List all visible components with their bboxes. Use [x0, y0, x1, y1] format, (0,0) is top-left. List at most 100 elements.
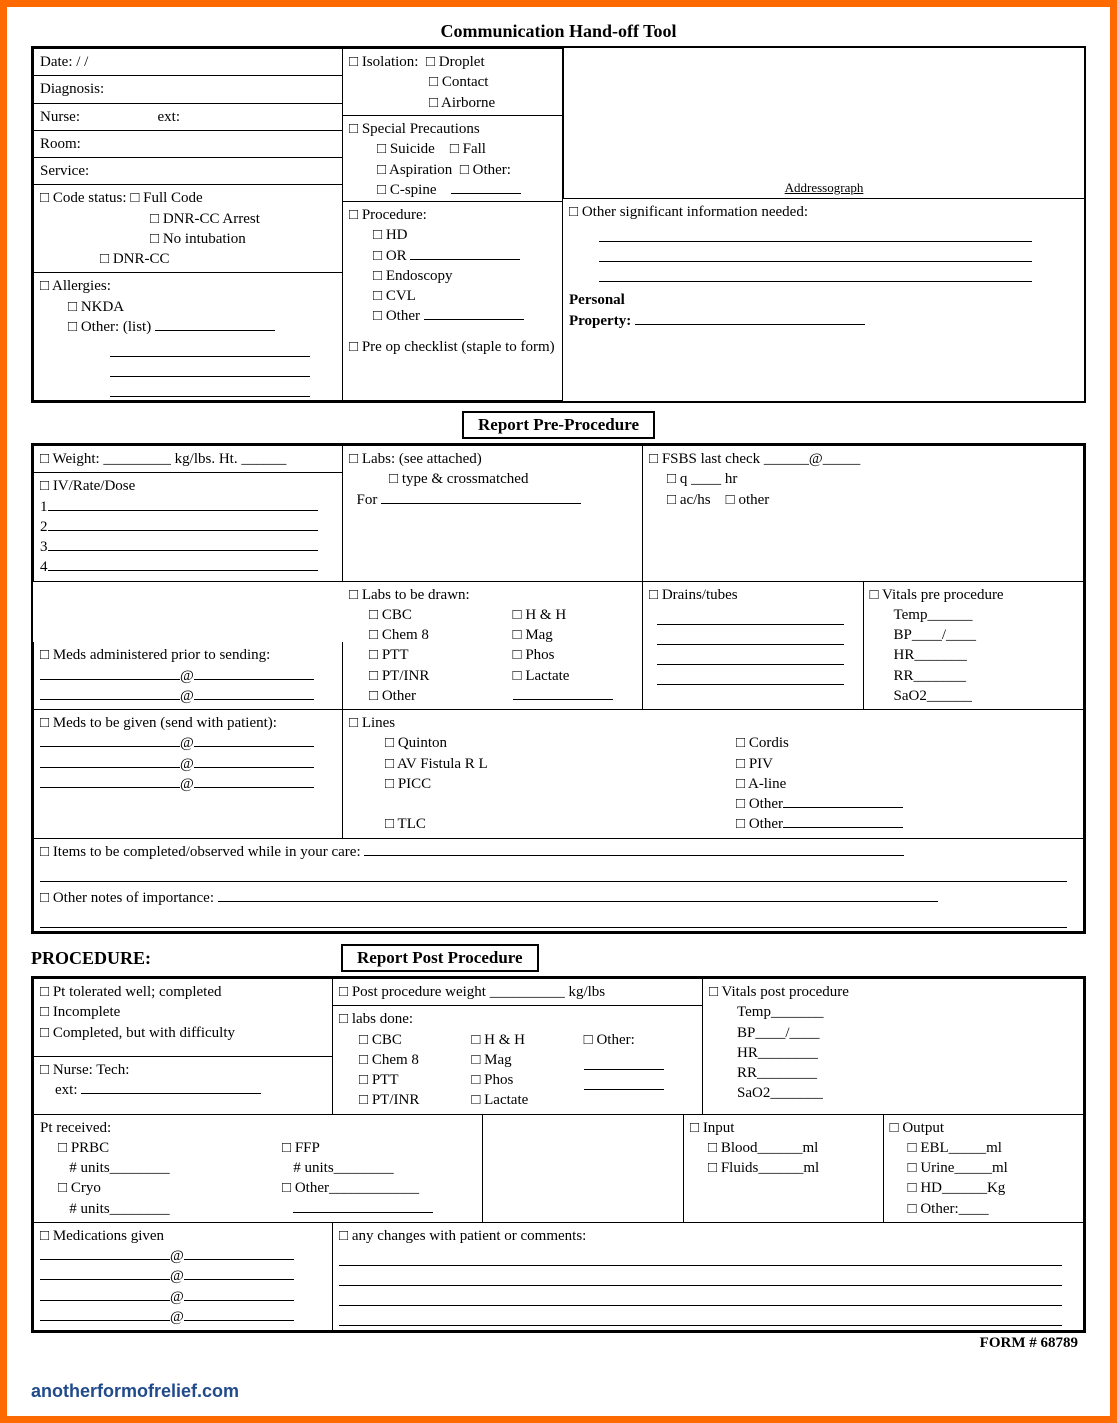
tol-well[interactable]: Pt tolerated well; completed — [40, 984, 222, 1000]
lactate[interactable]: Lactate — [513, 668, 570, 684]
cbc[interactable]: CBC — [369, 607, 412, 623]
aline[interactable]: A-line — [736, 776, 786, 792]
lines-other2[interactable]: Other — [736, 816, 783, 832]
p-ptt[interactable]: PTT — [359, 1070, 471, 1090]
contact[interactable]: Contact — [429, 74, 488, 90]
proc-other[interactable]: Other — [373, 308, 420, 324]
full-code[interactable]: Full Code — [130, 190, 202, 206]
lines-cb[interactable]: Lines — [349, 715, 395, 731]
dnr-cc-arrest[interactable]: DNR-CC Arrest — [100, 211, 260, 227]
p-lactate[interactable]: Lactate — [471, 1090, 583, 1110]
p-other[interactable]: Other: — [584, 1030, 696, 1050]
other-list[interactable]: Other: (list) — [68, 319, 151, 335]
p-rr: RR________ — [737, 1065, 817, 1081]
procedure[interactable]: Procedure: — [349, 207, 427, 223]
changes-cb[interactable]: any changes with patient or comments: — [339, 1228, 586, 1244]
for-label: For — [357, 492, 378, 508]
piv[interactable]: PIV — [736, 756, 773, 772]
out-other[interactable]: Other:____ — [908, 1201, 989, 1217]
vitals-post-cb[interactable]: Vitals post procedure — [709, 984, 849, 1000]
weight[interactable]: Weight: _________ kg/lbs. Ht. ______ — [40, 451, 286, 467]
droplet[interactable]: Droplet — [426, 54, 485, 70]
preop[interactable]: Pre op checklist (staple to form) — [349, 339, 555, 355]
type-cross[interactable]: type & crossmatched — [389, 471, 528, 487]
qhr[interactable]: q ____ hr — [667, 471, 737, 487]
footer-link[interactable]: anotherformofrelief.com — [31, 1381, 239, 1402]
isolation[interactable]: Isolation: — [349, 54, 418, 70]
p-ext: ext: — [55, 1082, 78, 1098]
fsbs-cb[interactable]: FSBS last check ______@_____ — [649, 451, 860, 467]
p-ptinr[interactable]: PT/INR — [359, 1090, 471, 1110]
aspiration[interactable]: Aspiration — [377, 162, 452, 178]
lines-other1[interactable]: Other — [736, 796, 783, 812]
proc-cvl[interactable]: CVL — [373, 288, 416, 304]
ivrate-cb[interactable]: IV/Rate/Dose — [40, 478, 135, 494]
no-intubation[interactable]: No intubation — [150, 231, 246, 247]
code-status[interactable]: Code status: — [40, 190, 127, 206]
difficulty[interactable]: Completed, but with difficulty — [40, 1025, 235, 1041]
allergies[interactable]: Allergies: — [40, 278, 111, 294]
tlc[interactable]: TLC — [385, 816, 426, 832]
meds-prior-cb[interactable]: Meds administered prior to sending: — [40, 647, 270, 663]
p-hh[interactable]: H & H — [471, 1030, 583, 1050]
special[interactable]: Special Precautions — [349, 121, 480, 137]
notes-cb[interactable]: Other notes of importance: — [40, 890, 214, 906]
ffp[interactable]: FFP — [282, 1140, 320, 1156]
hh[interactable]: H & H — [513, 607, 567, 623]
mag[interactable]: Mag — [513, 627, 553, 643]
cspine[interactable]: C-spine — [377, 182, 436, 198]
p-chem8[interactable]: Chem 8 — [359, 1050, 471, 1070]
ptt[interactable]: PTT — [369, 647, 408, 663]
sao2: SaO2______ — [894, 688, 972, 704]
proc-hd[interactable]: HD — [373, 227, 407, 243]
fluids[interactable]: Fluids______ml — [708, 1160, 819, 1176]
p-cbc[interactable]: CBC — [359, 1030, 471, 1050]
recv-other[interactable]: Other____________ — [282, 1180, 419, 1196]
suicide[interactable]: Suicide — [377, 141, 435, 157]
dnr-cc[interactable]: DNR-CC — [100, 251, 170, 267]
incomplete[interactable]: Incomplete — [40, 1004, 120, 1020]
output-cb[interactable]: Output — [890, 1120, 944, 1136]
vitals-pre-cb[interactable]: Vitals pre procedure — [870, 587, 1004, 603]
nkda[interactable]: NKDA — [68, 299, 124, 315]
ptinr[interactable]: PT/INR — [369, 668, 429, 684]
proc-endo[interactable]: Endoscopy — [373, 268, 452, 284]
fall[interactable]: Fall — [450, 141, 486, 157]
urine[interactable]: Urine_____ml — [908, 1160, 1008, 1176]
post-weight-cb[interactable]: Post procedure weight __________ kg/lbs — [339, 984, 605, 1000]
achs[interactable]: ac/hs — [667, 492, 711, 508]
service-row: Service: — [33, 158, 343, 185]
top-block: Date: / / Diagnosis: Nurse: ext: Room: S… — [31, 46, 1086, 403]
meds-given-cb[interactable]: Meds to be given (send with patient): — [40, 715, 277, 731]
drains-cb[interactable]: Drains/tubes — [649, 587, 738, 603]
input-cb[interactable]: Input — [690, 1120, 734, 1136]
page: Communication Hand-off Tool Date: / / Di… — [0, 0, 1117, 1423]
items-cb[interactable]: Items to be completed/observed while in … — [40, 844, 361, 860]
labs-drawn-cb[interactable]: Labs to be drawn: — [349, 587, 470, 603]
p-mag[interactable]: Mag — [471, 1050, 583, 1070]
hd-kg[interactable]: HD______Kg — [908, 1180, 1006, 1196]
cordis[interactable]: Cordis — [736, 735, 789, 751]
iso-other[interactable]: Other: — [460, 162, 511, 178]
blood[interactable]: Blood______ml — [708, 1140, 818, 1156]
airborne[interactable]: Airborne — [429, 95, 495, 111]
cryo[interactable]: Cryo — [58, 1180, 101, 1196]
avfistula[interactable]: AV Fistula R L — [385, 756, 488, 772]
fsbs-other[interactable]: other — [726, 492, 770, 508]
quinton[interactable]: Quinton — [385, 735, 447, 751]
labs-other[interactable]: Other — [369, 688, 416, 704]
items-row: Items to be completed/observed while in … — [33, 839, 1084, 933]
picc[interactable]: PICC — [385, 776, 431, 792]
proc-or[interactable]: OR — [373, 248, 407, 264]
phos[interactable]: Phos — [513, 647, 555, 663]
other-info-title[interactable]: Other significant information needed: — [569, 204, 808, 220]
p-phos[interactable]: Phos — [471, 1070, 583, 1090]
labs-attached-cb[interactable]: Labs: (see attached) — [349, 451, 482, 467]
chem8[interactable]: Chem 8 — [369, 627, 429, 643]
nurse-tech-cb[interactable]: Nurse: Tech: — [40, 1062, 129, 1078]
pre-block: Weight: _________ kg/lbs. Ht. ______ Lab… — [31, 443, 1086, 934]
meds-given-post-cb[interactable]: Medications given — [40, 1228, 164, 1244]
labs-done[interactable]: labs done: — [339, 1011, 413, 1027]
prbc[interactable]: PRBC — [58, 1140, 109, 1156]
ebl[interactable]: EBL_____ml — [908, 1140, 1002, 1156]
